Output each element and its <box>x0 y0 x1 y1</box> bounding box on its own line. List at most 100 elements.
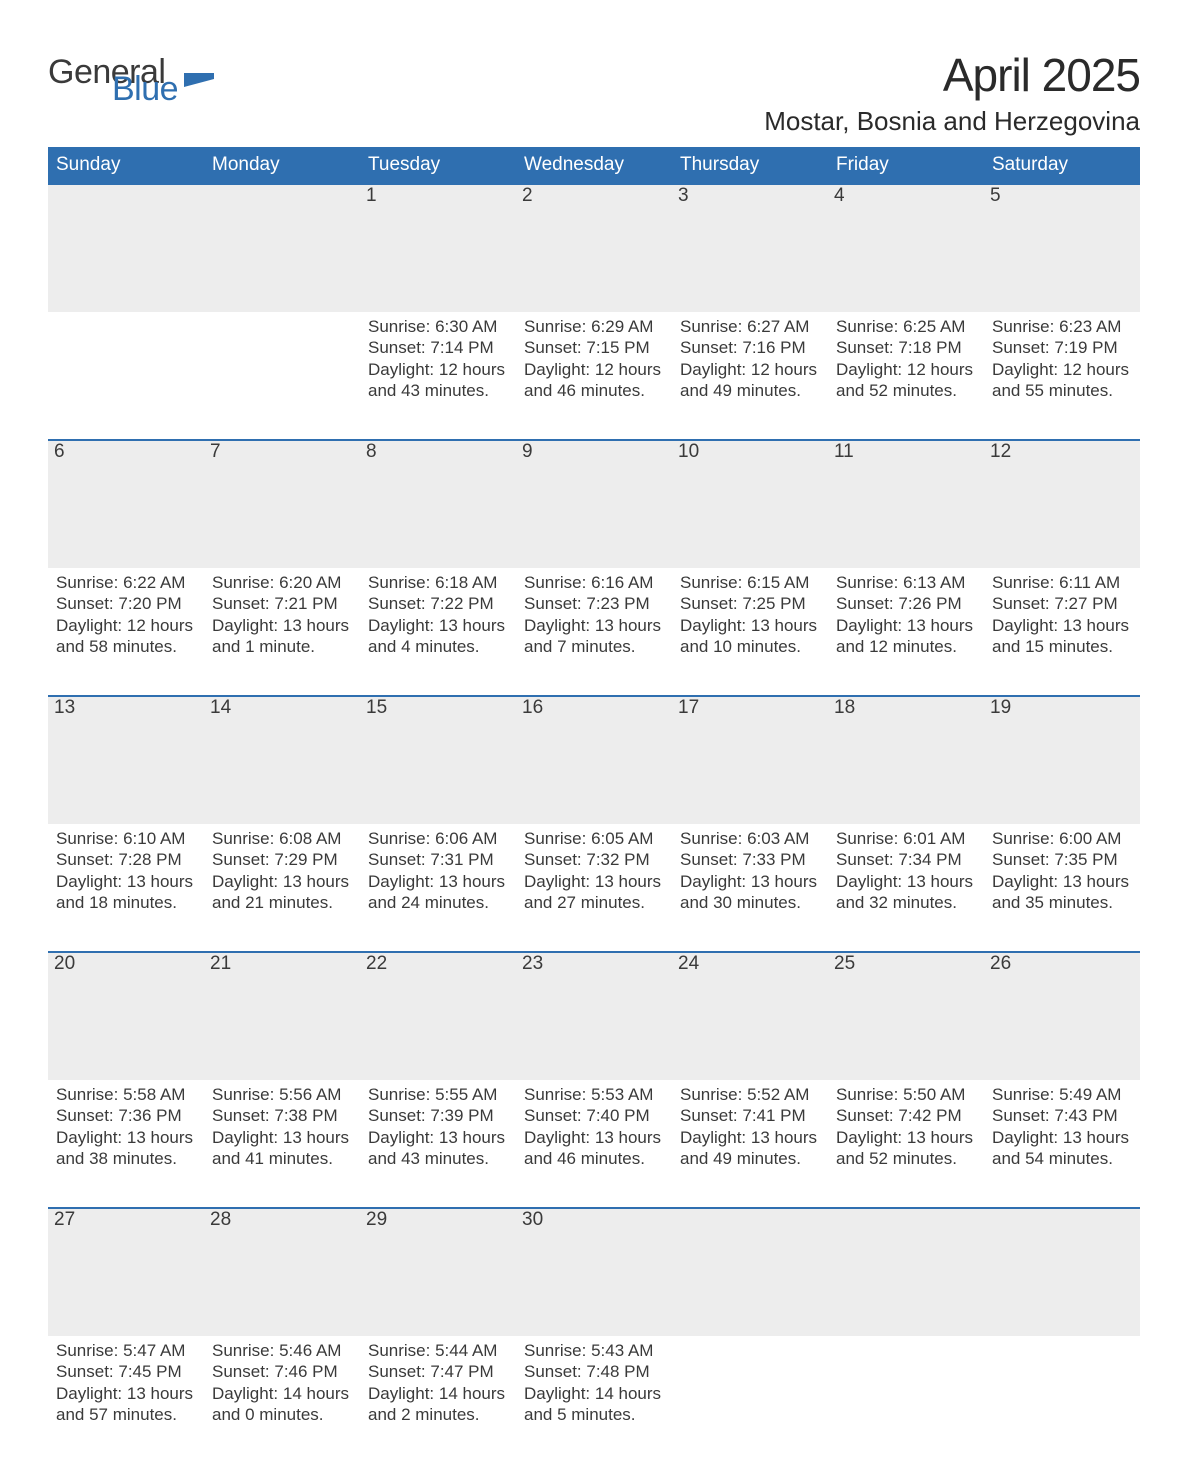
daylight-line-1: Daylight: 13 hours <box>368 871 508 892</box>
sunset-line: Sunset: 7:15 PM <box>524 337 664 358</box>
daylight-line-1: Daylight: 13 hours <box>680 615 820 636</box>
day-cell: Sunrise: 6:03 AMSunset: 7:33 PMDaylight:… <box>672 824 828 952</box>
day-number-cell: 29 <box>360 1208 516 1336</box>
logo-text: General Blue <box>48 58 178 104</box>
day-number-cell: 4 <box>828 184 984 312</box>
day-cell: Sunrise: 6:23 AMSunset: 7:19 PMDaylight:… <box>984 312 1140 440</box>
sunrise-line: Sunrise: 5:46 AM <box>212 1340 352 1361</box>
daylight-line-1: Daylight: 13 hours <box>836 615 976 636</box>
sunset-line: Sunset: 7:42 PM <box>836 1105 976 1126</box>
sunrise-line: Sunrise: 6:13 AM <box>836 572 976 593</box>
day-details: Sunrise: 6:06 AMSunset: 7:31 PMDaylight:… <box>366 824 510 913</box>
daylight-line-2: and 4 minutes. <box>368 636 508 657</box>
title-block: April 2025 Mostar, Bosnia and Herzegovin… <box>764 48 1140 137</box>
daylight-line-1: Daylight: 13 hours <box>524 1127 664 1148</box>
sunset-line: Sunset: 7:18 PM <box>836 337 976 358</box>
day-number-cell: 10 <box>672 440 828 568</box>
weekday-header-row: SundayMondayTuesdayWednesdayThursdayFrid… <box>48 147 1140 184</box>
sunset-line: Sunset: 7:28 PM <box>56 849 196 870</box>
daylight-line-2: and 52 minutes. <box>836 380 976 401</box>
day-cell <box>204 312 360 440</box>
day-cell: Sunrise: 6:01 AMSunset: 7:34 PMDaylight:… <box>828 824 984 952</box>
daylight-line-2: and 38 minutes. <box>56 1148 196 1169</box>
daylight-line-1: Daylight: 13 hours <box>992 615 1132 636</box>
sunrise-line: Sunrise: 6:22 AM <box>56 572 196 593</box>
daylight-line-2: and 15 minutes. <box>992 636 1132 657</box>
daylight-line-2: and 12 minutes. <box>836 636 976 657</box>
day-details: Sunrise: 6:05 AMSunset: 7:32 PMDaylight:… <box>522 824 666 913</box>
day-number-cell: 25 <box>828 952 984 1080</box>
sunset-line: Sunset: 7:31 PM <box>368 849 508 870</box>
sunset-line: Sunset: 7:27 PM <box>992 593 1132 614</box>
flag-icon <box>184 73 214 95</box>
day-details: Sunrise: 5:56 AMSunset: 7:38 PMDaylight:… <box>210 1080 354 1169</box>
daylight-line-2: and 24 minutes. <box>368 892 508 913</box>
sunset-line: Sunset: 7:43 PM <box>992 1105 1132 1126</box>
day-details: Sunrise: 5:43 AMSunset: 7:48 PMDaylight:… <box>522 1336 666 1425</box>
weekday-header: Saturday <box>984 147 1140 184</box>
daylight-line-1: Daylight: 12 hours <box>368 359 508 380</box>
daylight-line-1: Daylight: 12 hours <box>680 359 820 380</box>
sunrise-line: Sunrise: 5:56 AM <box>212 1084 352 1105</box>
sunrise-line: Sunrise: 5:52 AM <box>680 1084 820 1105</box>
day-cell: Sunrise: 6:10 AMSunset: 7:28 PMDaylight:… <box>48 824 204 952</box>
sunrise-line: Sunrise: 6:25 AM <box>836 316 976 337</box>
sunrise-line: Sunrise: 6:15 AM <box>680 572 820 593</box>
day-details: Sunrise: 6:18 AMSunset: 7:22 PMDaylight:… <box>366 568 510 657</box>
day-details: Sunrise: 6:13 AMSunset: 7:26 PMDaylight:… <box>834 568 978 657</box>
day-details: Sunrise: 5:46 AMSunset: 7:46 PMDaylight:… <box>210 1336 354 1425</box>
day-number-cell: 20 <box>48 952 204 1080</box>
logo: General Blue <box>48 48 214 104</box>
sunset-line: Sunset: 7:33 PM <box>680 849 820 870</box>
weekday-header: Thursday <box>672 147 828 184</box>
day-body-row: Sunrise: 5:58 AMSunset: 7:36 PMDaylight:… <box>48 1080 1140 1208</box>
day-cell: Sunrise: 5:46 AMSunset: 7:46 PMDaylight:… <box>204 1336 360 1464</box>
day-number-cell: 1 <box>360 184 516 312</box>
daylight-line-1: Daylight: 14 hours <box>368 1383 508 1404</box>
day-number-cell: 17 <box>672 696 828 824</box>
sunrise-line: Sunrise: 6:01 AM <box>836 828 976 849</box>
daylight-line-1: Daylight: 13 hours <box>212 615 352 636</box>
day-number-cell: 18 <box>828 696 984 824</box>
day-cell: Sunrise: 6:15 AMSunset: 7:25 PMDaylight:… <box>672 568 828 696</box>
sunset-line: Sunset: 7:26 PM <box>836 593 976 614</box>
day-number-cell: 2 <box>516 184 672 312</box>
day-details: Sunrise: 5:44 AMSunset: 7:47 PMDaylight:… <box>366 1336 510 1425</box>
daylight-line-2: and 41 minutes. <box>212 1148 352 1169</box>
day-number-cell: 24 <box>672 952 828 1080</box>
daylight-line-1: Daylight: 13 hours <box>212 871 352 892</box>
day-details: Sunrise: 5:47 AMSunset: 7:45 PMDaylight:… <box>54 1336 198 1425</box>
day-cell: Sunrise: 6:11 AMSunset: 7:27 PMDaylight:… <box>984 568 1140 696</box>
day-body-row: Sunrise: 6:30 AMSunset: 7:14 PMDaylight:… <box>48 312 1140 440</box>
daylight-line-1: Daylight: 13 hours <box>836 871 976 892</box>
daylight-line-2: and 30 minutes. <box>680 892 820 913</box>
sunrise-line: Sunrise: 5:43 AM <box>524 1340 664 1361</box>
daylight-line-1: Daylight: 12 hours <box>836 359 976 380</box>
logo-word-2: Blue <box>112 75 178 104</box>
daylight-line-1: Daylight: 13 hours <box>680 1127 820 1148</box>
daylight-line-1: Daylight: 13 hours <box>992 1127 1132 1148</box>
day-body-row: Sunrise: 6:10 AMSunset: 7:28 PMDaylight:… <box>48 824 1140 952</box>
day-cell: Sunrise: 6:27 AMSunset: 7:16 PMDaylight:… <box>672 312 828 440</box>
day-body-row: Sunrise: 6:22 AMSunset: 7:20 PMDaylight:… <box>48 568 1140 696</box>
daylight-line-1: Daylight: 12 hours <box>56 615 196 636</box>
sunrise-line: Sunrise: 6:20 AM <box>212 572 352 593</box>
daylight-line-1: Daylight: 13 hours <box>524 615 664 636</box>
daylight-line-2: and 2 minutes. <box>368 1404 508 1425</box>
daylight-line-2: and 35 minutes. <box>992 892 1132 913</box>
weekday-header: Monday <box>204 147 360 184</box>
day-number-row: 6789101112 <box>48 440 1140 568</box>
day-cell: Sunrise: 6:00 AMSunset: 7:35 PMDaylight:… <box>984 824 1140 952</box>
day-number-row: 13141516171819 <box>48 696 1140 824</box>
day-details: Sunrise: 5:53 AMSunset: 7:40 PMDaylight:… <box>522 1080 666 1169</box>
sunrise-line: Sunrise: 6:18 AM <box>368 572 508 593</box>
day-details: Sunrise: 6:30 AMSunset: 7:14 PMDaylight:… <box>366 312 510 401</box>
sunset-line: Sunset: 7:14 PM <box>368 337 508 358</box>
sunrise-line: Sunrise: 5:49 AM <box>992 1084 1132 1105</box>
day-details: Sunrise: 6:10 AMSunset: 7:28 PMDaylight:… <box>54 824 198 913</box>
sunset-line: Sunset: 7:22 PM <box>368 593 508 614</box>
daylight-line-2: and 43 minutes. <box>368 380 508 401</box>
day-cell: Sunrise: 5:56 AMSunset: 7:38 PMDaylight:… <box>204 1080 360 1208</box>
day-number-cell: 8 <box>360 440 516 568</box>
page-header: General Blue April 2025 Mostar, Bosnia a… <box>48 48 1140 137</box>
